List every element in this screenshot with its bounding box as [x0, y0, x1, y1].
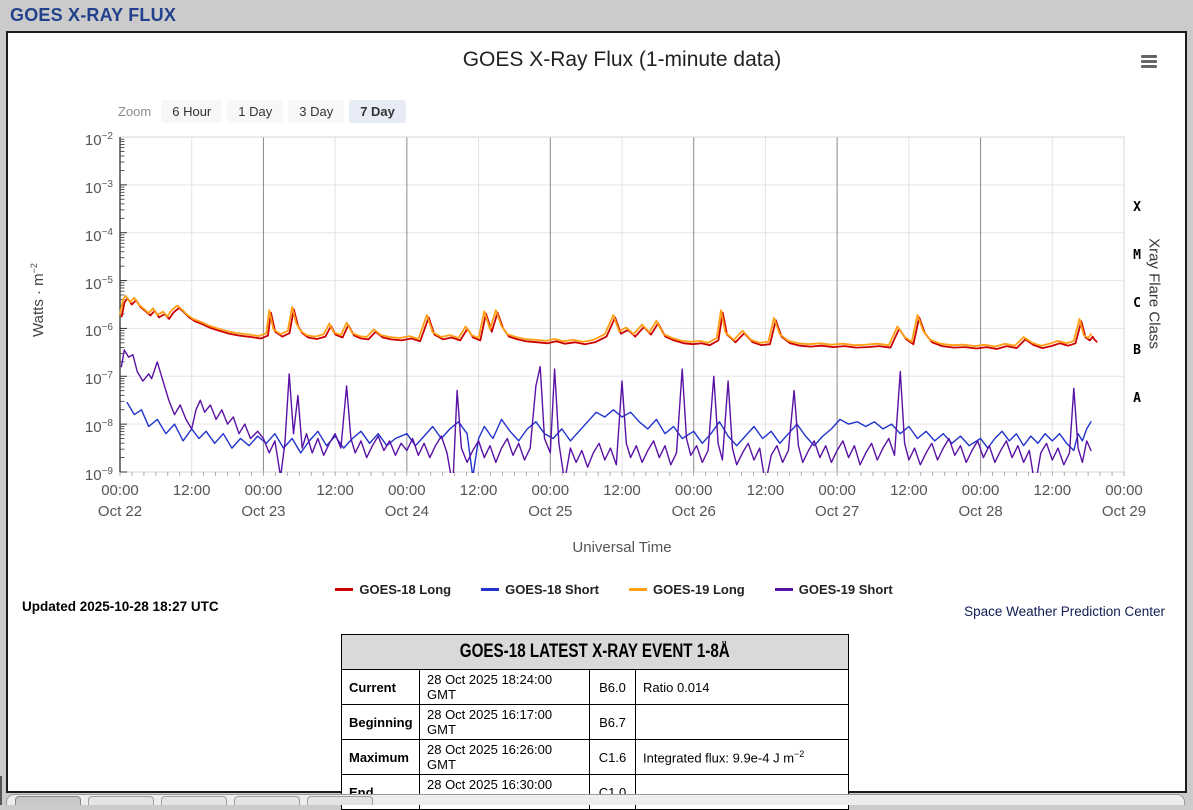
event-row-time: 28 Oct 2025 16:17:00 GMT	[419, 704, 590, 740]
x-axis-tick-label: 00:00	[961, 482, 1000, 499]
zoom-button-3-day[interactable]: 3 Day	[288, 100, 345, 123]
chart-title: GOES X-Ray Flux (1-minute data)	[462, 48, 782, 71]
y-axis-tick-label: 10−6	[84, 322, 113, 341]
x-axis-tick-label: 12:00	[603, 482, 641, 499]
event-row-class: B6.0	[589, 669, 636, 705]
legend-label: GOES-18 Long	[359, 582, 452, 597]
flare-class-label-a: A	[1133, 391, 1141, 407]
chart-panel: GOES X-Ray Flux (1-minute data) Zoom 6 H…	[8, 33, 1185, 810]
x-axis-title: Universal Time	[572, 539, 672, 556]
event-table-title: GOES-18 LATEST X-RAY EVENT 1-8Å	[340, 634, 850, 670]
x-axis-date-label: Oct 25	[528, 503, 573, 520]
flare-class-label-c: C	[1133, 295, 1141, 311]
x-axis-date-label: Oct 27	[815, 503, 860, 520]
y-axis-tick-label: 10−5	[84, 274, 113, 293]
zoom-label: Zoom	[118, 104, 152, 119]
event-row-class: B6.7	[589, 704, 636, 740]
x-axis-tick-label: 00:00	[101, 482, 139, 499]
zoom-controls: Zoom 6 Hour 1 Day 3 Day 7 Day	[118, 100, 411, 123]
event-table-row: Maximum 28 Oct 2025 16:26:00 GMT C1.6 Integ…	[341, 739, 850, 775]
flare-class-label-b: B	[1133, 343, 1141, 359]
right-axis-title: Xray Flare Class	[1145, 238, 1163, 349]
updated-timestamp: Updated 2025-10-28 18:27 UTC	[22, 599, 219, 614]
event-row-time: 28 Oct 2025 16:26:00 GMT	[419, 739, 590, 775]
x-axis-tick-label: 12:00	[316, 482, 354, 499]
chart-legend: GOES-18 Long GOES-18 Short GOES-19 Long GOE…	[112, 582, 1116, 597]
x-axis-date-label: Oct 26	[671, 503, 716, 520]
legend-line-swatch	[629, 588, 647, 591]
x-axis-tick-label: 00:00	[244, 482, 283, 499]
bottom-panel-edge	[6, 794, 1185, 805]
legend-item[interactable]: GOES-18 Short	[481, 582, 599, 597]
x-axis-date-label: Oct 29	[1101, 503, 1147, 520]
legend-item[interactable]: GOES-19 Long	[629, 582, 745, 597]
window-edge	[0, 776, 2, 805]
y-axis-tick-label: 10−8	[84, 418, 113, 437]
x-axis-tick-label: 00:00	[1105, 482, 1143, 499]
x-axis-date-label: Oct 24	[384, 503, 429, 520]
x-axis-tick-label: 00:00	[818, 482, 856, 499]
bottom-tab-stub[interactable]	[307, 796, 373, 805]
x-axis-tick-label: 00:00	[388, 482, 426, 499]
series-goes-19-long	[119, 294, 1092, 348]
page-title: GOES X-RAY FLUX	[10, 5, 177, 25]
hamburger-icon	[1141, 65, 1157, 68]
series-goes-19-short	[120, 349, 1092, 473]
event-table: GOES-18 LATEST X-RAY EVENT 1-8Å Current 28…	[340, 634, 850, 810]
bottom-tab-stub[interactable]	[234, 796, 300, 805]
event-row-time: 28 Oct 2025 18:24:00 GMT	[419, 669, 590, 705]
event-row-label: Maximum	[341, 739, 420, 775]
x-axis-tick-label: 12:00	[746, 482, 785, 499]
x-axis-date-label: Oct 22	[97, 503, 143, 520]
zoom-button-1-day[interactable]: 1 Day	[227, 100, 284, 123]
event-row-label: Current	[341, 669, 420, 705]
event-row-note	[634, 704, 850, 740]
chart-context-menu-button[interactable]	[1141, 55, 1159, 69]
y-axis-tick-label: 10−2	[84, 131, 113, 149]
page-header-bar: GOES X-RAY FLUX	[0, 0, 1193, 33]
x-axis-tick-label: 00:00	[674, 482, 713, 499]
event-table-header-row: GOES-18 LATEST X-RAY EVENT 1-8Å	[340, 634, 850, 670]
legend-label: GOES-19 Short	[798, 582, 893, 597]
event-row-note: Integrated flux: 9.9e-4 J m−2	[634, 739, 850, 775]
event-row-class: C1.6	[589, 739, 636, 775]
legend-label: GOES-19 Long	[653, 582, 745, 597]
bottom-tab-stub[interactable]	[15, 796, 81, 805]
bottom-tab-stub[interactable]	[88, 796, 154, 805]
series-goes-18-short	[126, 401, 1092, 473]
hamburger-icon	[1141, 55, 1157, 58]
chart-plot-area[interactable]	[8, 33, 1185, 791]
event-row-note: Ratio 0.014	[634, 669, 850, 705]
bottom-tab-stub[interactable]	[161, 796, 227, 805]
swpc-credit: Space Weather Prediction Center	[964, 604, 1165, 619]
flare-class-label-x: X	[1133, 199, 1141, 215]
zoom-button-6-hour[interactable]: 6 Hour	[161, 100, 223, 123]
hamburger-icon	[1141, 60, 1157, 63]
y-axis-tick-label: 10−4	[84, 226, 113, 245]
y-axis-tick-label: 10−9	[84, 466, 113, 484]
legend-item[interactable]: GOES-19 Short	[774, 582, 893, 597]
flare-class-label-m: M	[1133, 247, 1141, 263]
x-axis-date-label: Oct 23	[241, 503, 286, 520]
x-axis-tick-label: 00:00	[531, 482, 570, 499]
y-axis-tick-label: 10−3	[84, 178, 113, 197]
legend-item[interactable]: GOES-18 Long	[335, 582, 451, 597]
x-axis-date-label: Oct 28	[958, 503, 1003, 520]
x-axis-tick-label: 12:00	[890, 482, 928, 499]
legend-label: GOES-18 Short	[505, 582, 599, 597]
legend-line-swatch	[335, 588, 354, 591]
legend-line-swatch	[774, 588, 793, 591]
x-axis-tick-label: 12:00	[1033, 482, 1072, 499]
x-axis-tick-label: 12:00	[172, 482, 211, 499]
x-axis-tick-label: 12:00	[459, 482, 498, 499]
event-table-row: Current 28 Oct 2025 18:24:00 GMT B6.0 Ratio…	[341, 669, 850, 705]
zoom-button-7-day[interactable]: 7 Day	[349, 100, 406, 123]
y-axis-tick-label: 10−7	[84, 370, 113, 389]
legend-line-swatch	[481, 588, 500, 591]
event-row-label: Beginning	[341, 704, 420, 740]
event-table-row: Beginning 28 Oct 2025 16:17:00 GMT B6.7	[341, 704, 850, 740]
